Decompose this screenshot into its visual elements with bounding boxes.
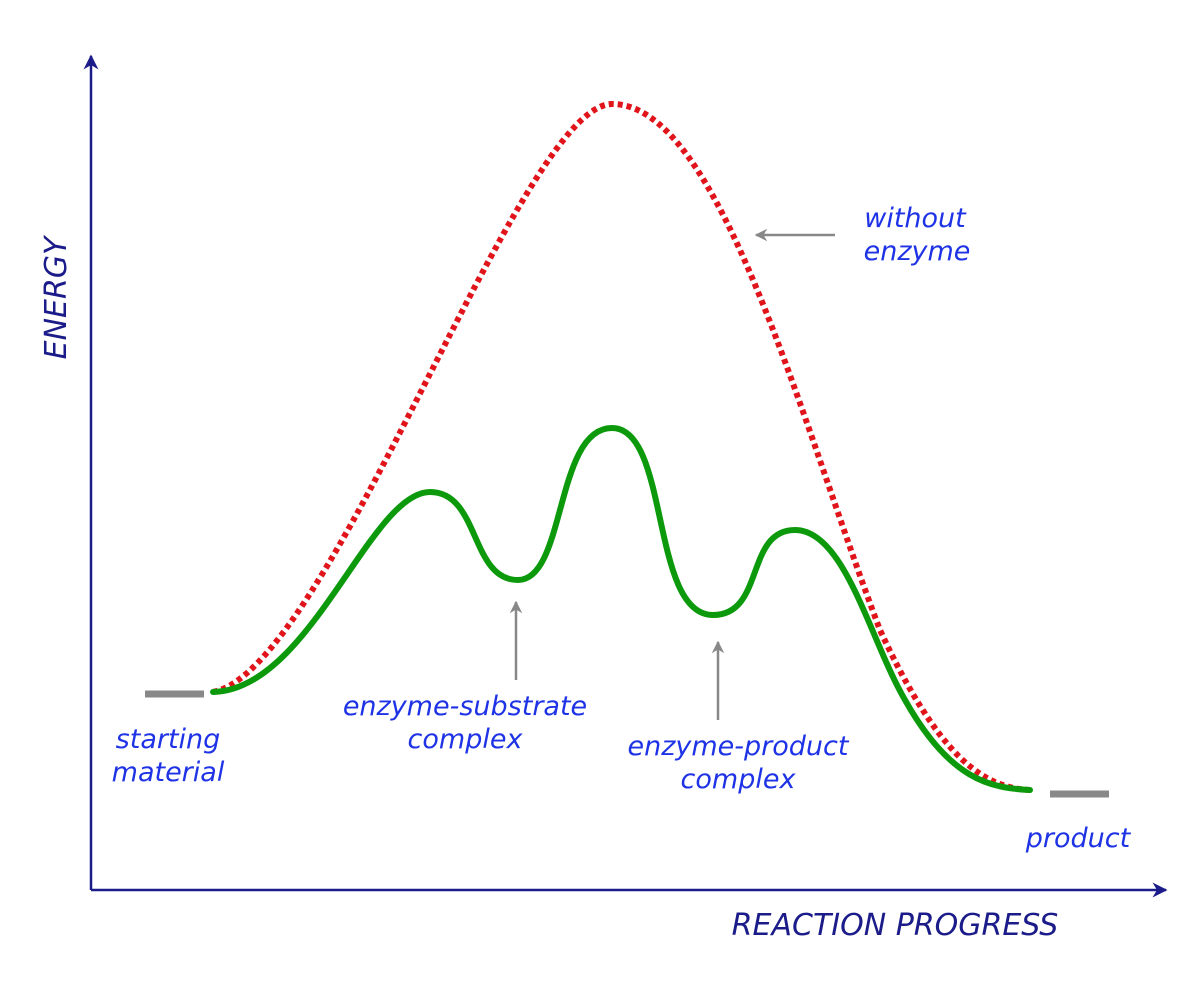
with-enzyme-curve [210, 424, 1033, 793]
y-axis-label: ENERGY [39, 234, 74, 359]
enzyme-substrate-label-line1: enzyme-substrate [343, 691, 587, 722]
enzyme-product-label-line1: enzyme-product [628, 731, 850, 762]
without-enzyme-label-line2: enzyme [864, 236, 971, 267]
starting-material-label-line1: starting [116, 724, 221, 755]
without-enzyme-label-line1: without [864, 203, 967, 234]
enzyme-product-label-line2: complex [681, 764, 797, 795]
starting-material-label-line2: material [112, 757, 225, 788]
without-enzyme-curve [212, 100, 1031, 793]
product-label: product [1025, 823, 1132, 854]
enzyme-substrate-label-line2: complex [408, 724, 524, 755]
x-axis-label: REACTION PROGRESS [732, 908, 1059, 943]
